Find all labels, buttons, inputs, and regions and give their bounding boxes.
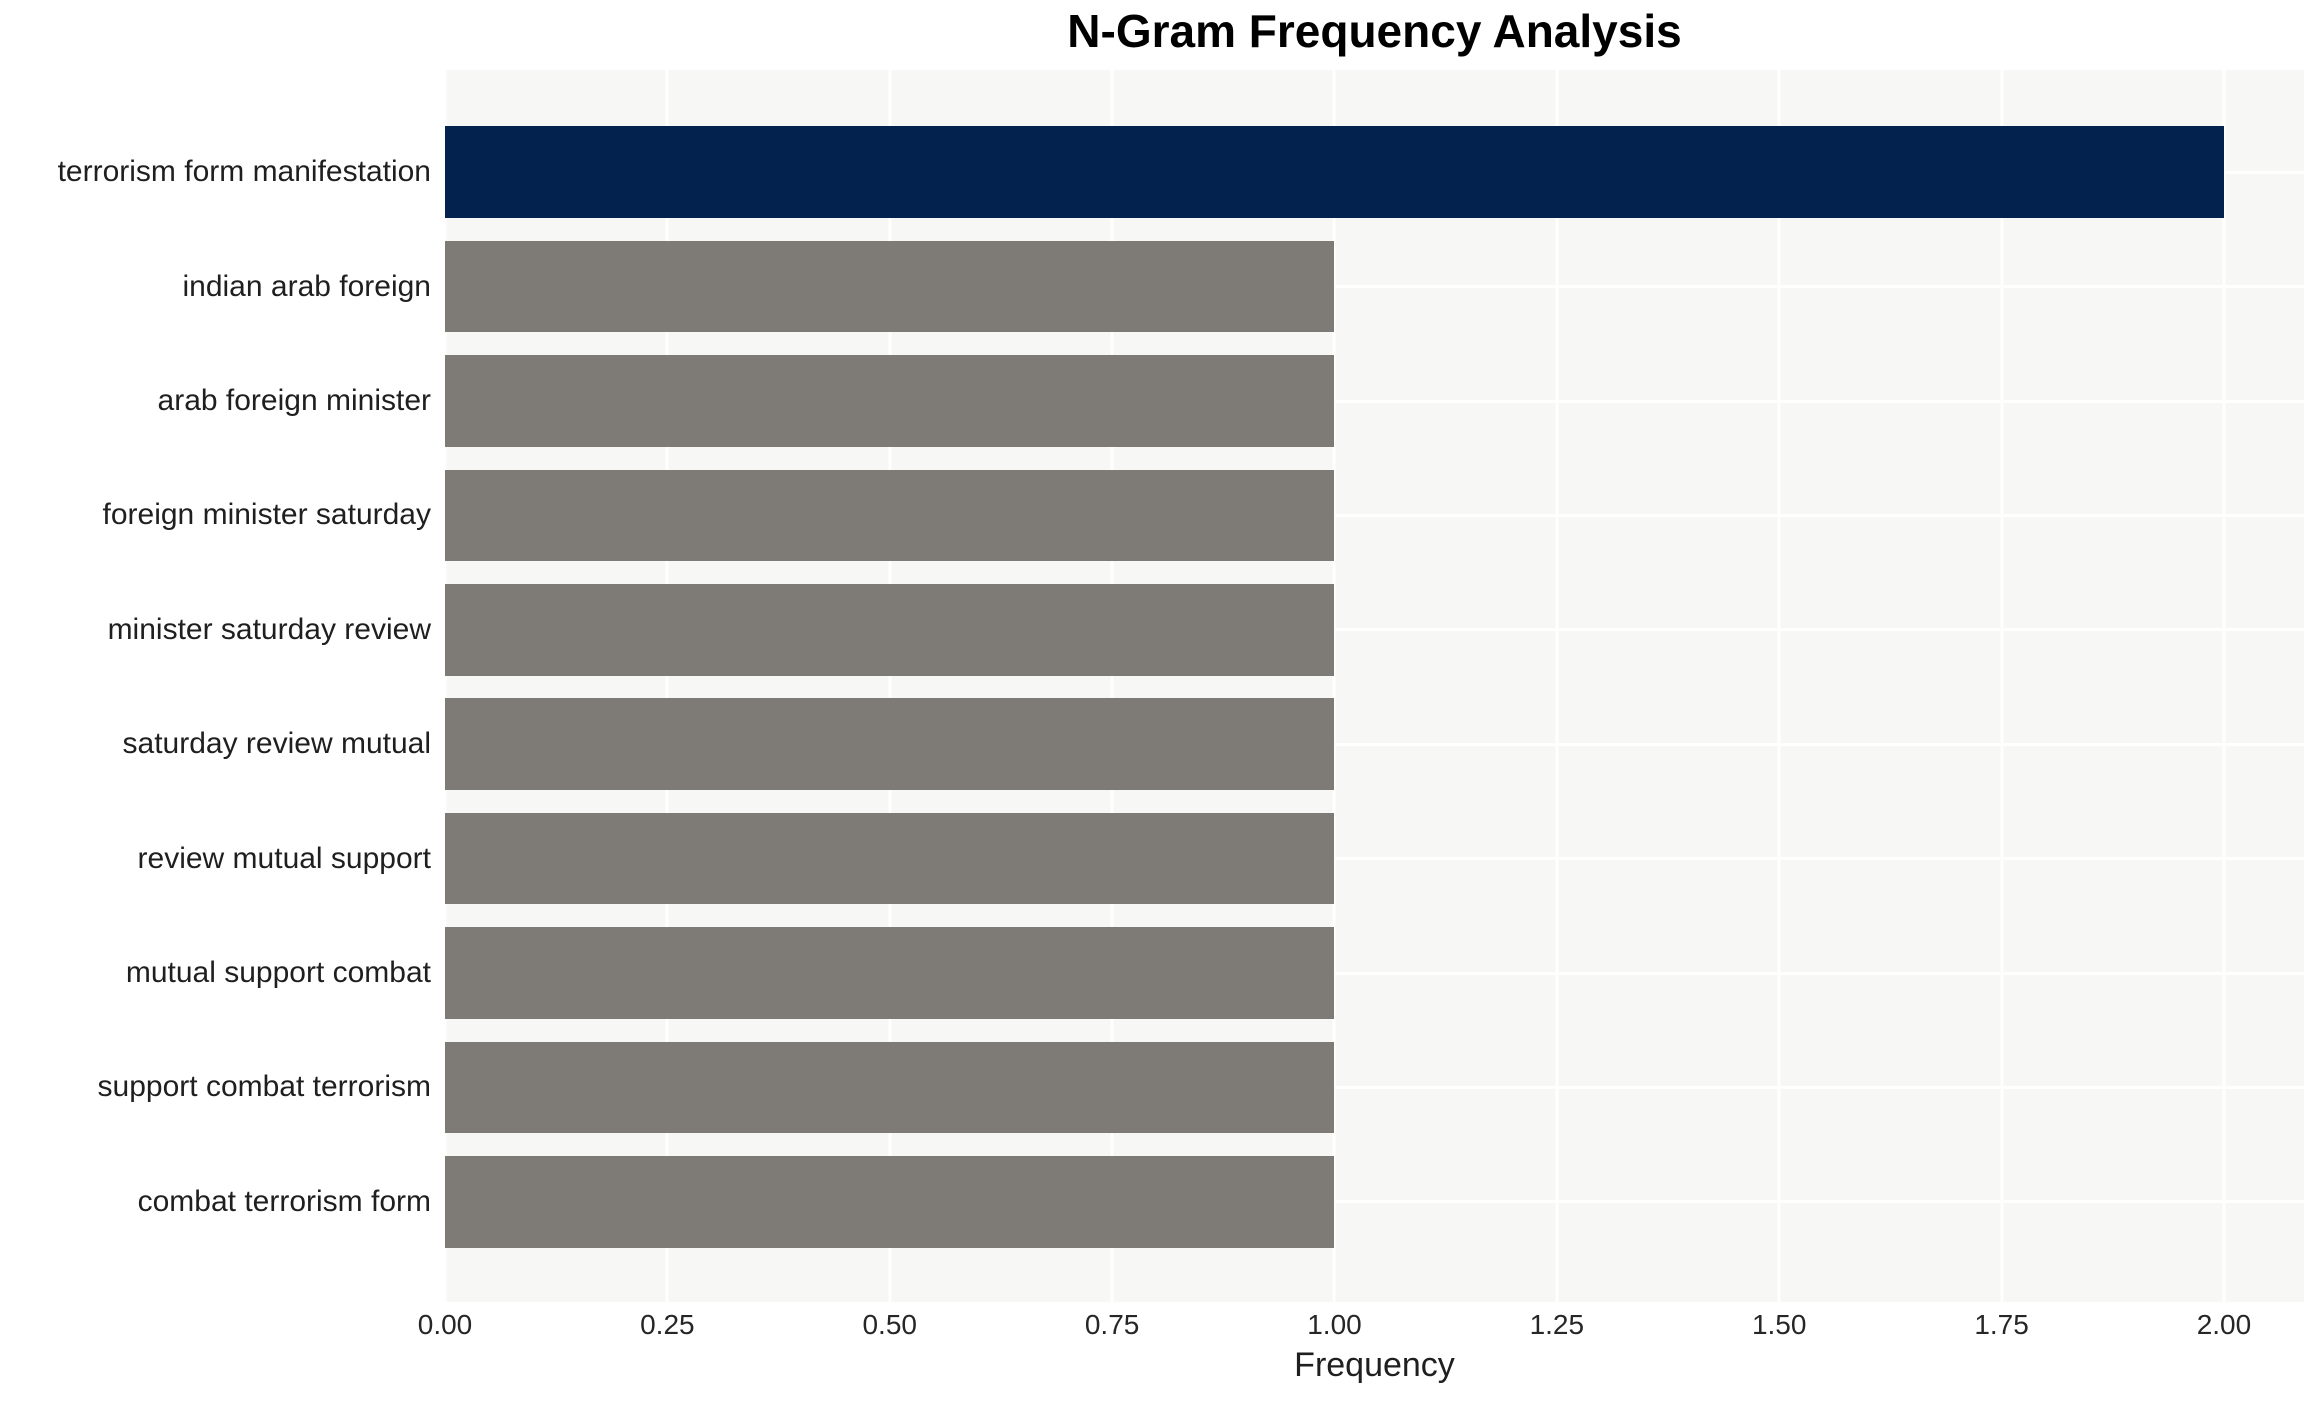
grid-line-vertical bbox=[443, 70, 447, 1302]
bar-row bbox=[445, 573, 2304, 687]
y-axis-label: combat terrorism form bbox=[137, 1184, 431, 1218]
grid-line-vertical bbox=[2000, 70, 2004, 1302]
y-axis-label: mutual support combat bbox=[125, 956, 431, 990]
x-axis-tick-label: 2.00 bbox=[2196, 1309, 2252, 1340]
grid-line-vertical bbox=[1110, 70, 1114, 1302]
frequency-bar bbox=[445, 469, 1335, 562]
x-axis-tick-label: 0.75 bbox=[1084, 1309, 1140, 1340]
bar-row bbox=[445, 1145, 2304, 1259]
bar-row bbox=[445, 458, 2304, 572]
bar-row bbox=[445, 916, 2304, 1030]
frequency-bar bbox=[445, 1156, 1335, 1248]
y-axis-label: indian arab foreign bbox=[182, 269, 431, 303]
frequency-bar bbox=[445, 698, 1335, 790]
frequency-bar bbox=[445, 584, 1335, 676]
frequency-bar bbox=[445, 1041, 1335, 1134]
bar-row bbox=[445, 115, 2304, 229]
x-axis-title: Frequency bbox=[1294, 1346, 1455, 1384]
y-axis-label: saturday review mutual bbox=[122, 727, 431, 761]
x-axis-tick-label: 1.25 bbox=[1529, 1309, 1585, 1340]
frequency-bar bbox=[445, 240, 1335, 333]
chart-title: N-Gram Frequency Analysis bbox=[1067, 5, 1682, 57]
grid-line-horizontal bbox=[445, 742, 2304, 746]
frequency-bar bbox=[445, 126, 2224, 218]
grid-line-vertical bbox=[1332, 70, 1336, 1302]
grid-line-horizontal bbox=[445, 1085, 2304, 1089]
grid-line-horizontal bbox=[445, 971, 2304, 975]
bar-row bbox=[445, 1030, 2304, 1144]
y-axis-label: foreign minister saturday bbox=[102, 498, 431, 532]
bar-row bbox=[445, 801, 2304, 915]
grid-line-horizontal bbox=[445, 1200, 2304, 1204]
bar-rows-container bbox=[445, 115, 2304, 1259]
y-axis-label: minister saturday review bbox=[107, 612, 431, 646]
grid-line-vertical bbox=[1555, 70, 1559, 1302]
y-axis-label: support combat terrorism bbox=[97, 1070, 431, 1104]
x-axis-tick-label: 0.00 bbox=[417, 1309, 473, 1340]
bar-row bbox=[445, 344, 2304, 458]
y-axis-label: terrorism form manifestation bbox=[57, 155, 431, 189]
bar-row bbox=[445, 229, 2304, 343]
grid-line-vertical bbox=[2222, 70, 2226, 1302]
plot-area bbox=[443, 70, 2304, 1302]
x-axis-tick-label: 1.50 bbox=[1751, 1309, 1807, 1340]
grid-line-vertical bbox=[888, 70, 892, 1302]
x-axis-tick-label: 0.50 bbox=[862, 1309, 917, 1340]
grid-line-horizontal bbox=[445, 857, 2304, 861]
y-axis-label: arab foreign minister bbox=[157, 384, 431, 418]
x-axis-tick-label: 0.25 bbox=[640, 1309, 695, 1340]
y-axis-labels: terrorism form manifestation indian arab … bbox=[0, 115, 431, 1259]
grid-line-horizontal bbox=[445, 513, 2304, 517]
x-axis-tick-label: 1.00 bbox=[1307, 1309, 1362, 1340]
grid-line-vertical bbox=[665, 70, 669, 1302]
y-axis-label: review mutual support bbox=[137, 841, 431, 875]
bar-row bbox=[445, 687, 2304, 801]
x-axis-ticks: 0.00 0.25 0.50 0.75 1.00 1.25 1.50 1.75 2.00 bbox=[418, 1308, 2304, 1344]
frequency-bar bbox=[445, 355, 1335, 447]
grid-line-horizontal bbox=[445, 628, 2304, 632]
x-axis-tick-label: 1.75 bbox=[1974, 1309, 2029, 1340]
frequency-bar bbox=[445, 927, 1335, 1019]
grid-line-vertical bbox=[1777, 70, 1781, 1302]
grid-line-horizontal bbox=[445, 285, 2304, 289]
grid-line-horizontal bbox=[445, 399, 2304, 403]
frequency-bar bbox=[445, 812, 1335, 905]
